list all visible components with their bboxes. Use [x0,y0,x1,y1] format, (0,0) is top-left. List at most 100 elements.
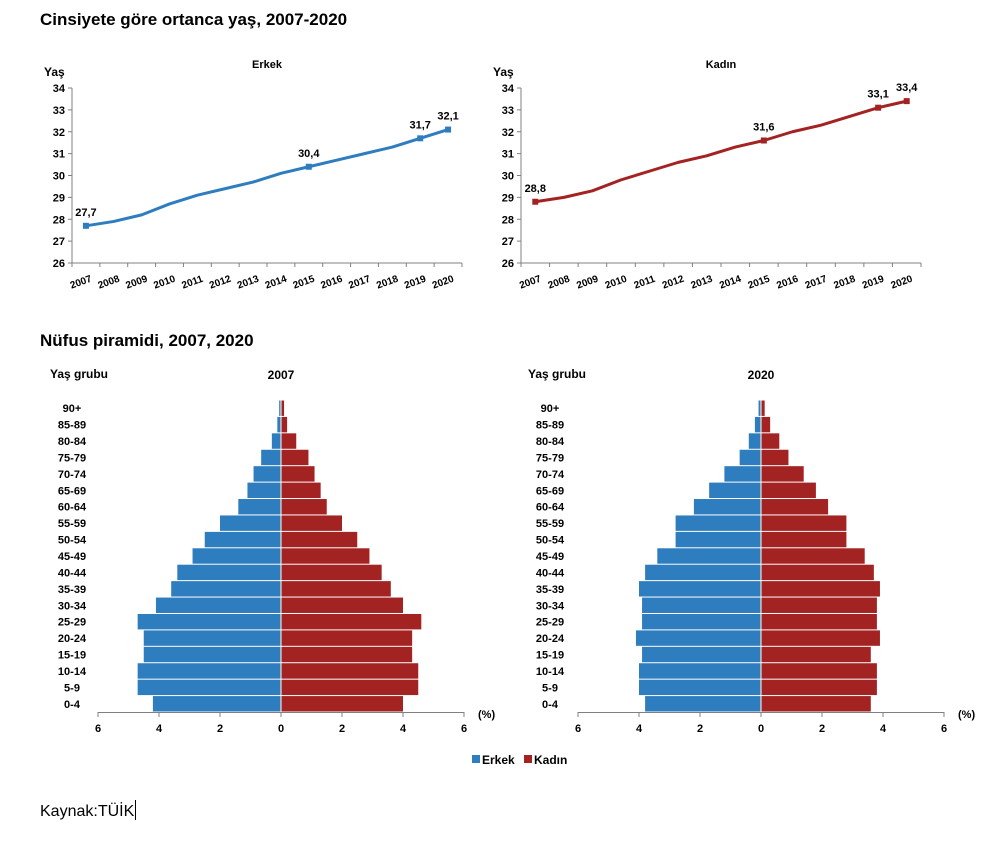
pyramid-2020-ylabel: Yaş grubu [528,367,586,381]
pyramid-section-title: Nüfus piramidi, 2007, 2020 [40,331,254,350]
pyramid-2020-bar-kadin [761,548,865,564]
pyramid-2020-category-label: 90+ [541,403,560,415]
pyramid-2007-bar-kadin [281,531,358,548]
pyramid-2020-bar-kadin [761,630,880,646]
pyramid-2007-x-tick-label: 4 [400,723,407,735]
male-median-age-x-tick-label: 2008 [97,274,122,292]
male-median-age-y-tick-label: 34 [53,83,66,95]
pyramid-2020-category-label: 50-54 [536,535,565,547]
pyramid-2020-bar-erkek [645,564,761,581]
pyramid-2020-x-tick-label: 4 [636,723,643,735]
pyramid-2007-bar-erkek [155,597,281,613]
pyramid-2007-bar-kadin [281,515,342,531]
pyramid-2007-category-label: 80-84 [58,436,87,448]
pyramid-2007-x-tick-label: 0 [278,723,284,735]
legend-swatch [524,755,532,763]
male-median-age-ylabel: Yaş [44,65,65,79]
male-median-age-y-tick-label: 29 [53,192,65,204]
female-median-age-x-tick-label: 2008 [547,274,572,292]
male-median-age-x-tick-label: 2015 [292,274,317,292]
line-section-title: Cinsiyete göre ortanca yaş, 2007-2020 [40,10,348,29]
pyramid-2007-category-label: 20-24 [58,633,87,645]
pyramid-2007-category-label: 35-39 [58,584,86,596]
pyramid-2020-category-label: 70-74 [536,469,565,481]
pyramid-2020-bar-erkek [642,613,761,630]
pyramid-2020-bar-kadin [761,515,847,531]
pyramid-2020-bar-erkek [709,482,761,499]
female-median-age-y-tick-label: 27 [502,236,514,248]
male-median-age-x-tick-label: 2010 [152,274,177,292]
pyramid-2020-bar-kadin [761,696,871,712]
pyramid-2007-bar-kadin [281,482,321,499]
pyramid-2007-title: 2007 [268,368,295,382]
pyramid-2020-bar-kadin [761,416,771,433]
pyramid-2020-category-label: 80-84 [536,436,565,448]
pyramid-2020-bar-kadin [761,679,877,696]
pyramid-2020-x-tick-label: 2 [819,723,825,735]
pyramid-2007-bar-kadin [281,679,419,696]
pyramid-2007-bar-kadin [281,400,285,416]
pyramid-2020-bar-kadin [761,613,877,630]
pyramid-2007-bar-kadin [281,466,315,482]
pyramid-2007-bar-kadin [281,548,370,564]
pyramid-2020-bar-kadin [761,581,880,597]
male-median-age-x-tick-label: 2018 [375,274,400,292]
pyramid-2007-category-label: 70-74 [58,469,87,481]
male-median-age-data-label: 30,4 [298,148,320,160]
male-median-age-x-tick-label: 2017 [347,274,372,292]
pyramid-2020-bar-kadin [761,449,789,466]
pyramid-2007-bar-kadin [281,581,391,597]
pyramid-2007-bar-erkek [279,400,281,416]
male-median-age-x-tick-label: 2014 [264,274,289,292]
pyramid-2020-bar-erkek [642,597,761,613]
pyramid-2007-bar-erkek [177,564,281,581]
male-median-age-point-marker [305,163,312,170]
pyramid-2007-category-label: 25-29 [58,617,86,629]
pyramid-2020-bar-erkek [739,449,761,466]
female-median-age-x-tick-label: 2016 [775,274,800,292]
pyramid-2020-bar-kadin [761,663,877,679]
female-median-age-data-label: 33,4 [896,82,918,94]
female-median-age-x-tick-label: 2015 [747,274,772,292]
pyramid-2007-bar-erkek [152,696,281,712]
pyramid-2020-x-tick-label: 4 [880,723,887,735]
female-median-age-data-label: 31,6 [753,122,774,134]
pyramid-2020-bar-kadin [761,466,804,482]
pyramid-2007-category-label: 65-69 [58,485,86,497]
pyramid-2020-bar-erkek [642,646,761,663]
pyramid-2007-bar-erkek [137,663,281,679]
female-median-age-ylabel: Yaş [493,65,514,79]
male-median-age-y-tick-label: 27 [53,236,65,248]
pyramid-2007-xlabel: (%) [478,709,495,721]
male-median-age-y-tick-label: 32 [53,127,65,139]
female-median-age-y-tick-label: 32 [502,127,514,139]
pyramid-2020-bar-kadin [761,433,780,449]
female-median-age-data-label: 28,8 [525,183,546,195]
male-median-age-x-tick-label: 2011 [180,274,205,292]
female-median-age-y-tick-label: 28 [502,214,514,226]
pyramid-2020-bar-erkek [639,679,761,696]
pyramid-2020-bar-erkek [754,416,761,433]
pyramid-2020-bar-erkek [758,400,761,416]
pyramid-2020-category-label: 60-64 [536,502,565,514]
male-median-age-x-tick-label: 2013 [236,274,261,292]
pyramid-2020-bar-erkek [675,531,761,548]
pyramid-2007-x-tick-label: 4 [156,723,163,735]
pyramid-2007-bar-erkek [261,449,281,466]
pyramid-2007-category-label: 60-64 [58,502,87,514]
male-median-age-data-label: 32,1 [437,111,458,123]
pyramid-2007-bar-erkek [277,416,281,433]
pyramid-2007-category-label: 30-34 [58,600,87,612]
pyramid-2007-bar-erkek [143,630,281,646]
pyramid-2020-bar-kadin [761,564,874,581]
male-median-age-y-tick-label: 26 [53,258,65,270]
male-median-age-title: Erkek [252,59,283,71]
pyramid-2007-bar-erkek [171,581,281,597]
female-median-age-y-tick-label: 29 [502,192,514,204]
female-median-age-x-tick-label: 2020 [890,274,915,292]
pyramid-2020-bar-kadin [761,482,816,499]
female-median-age-title: Kadın [706,59,737,71]
pyramid-2007-category-label: 85-89 [58,420,86,432]
pyramid-2020-bar-erkek [675,515,761,531]
pyramid-2020-bar-erkek [635,630,761,646]
